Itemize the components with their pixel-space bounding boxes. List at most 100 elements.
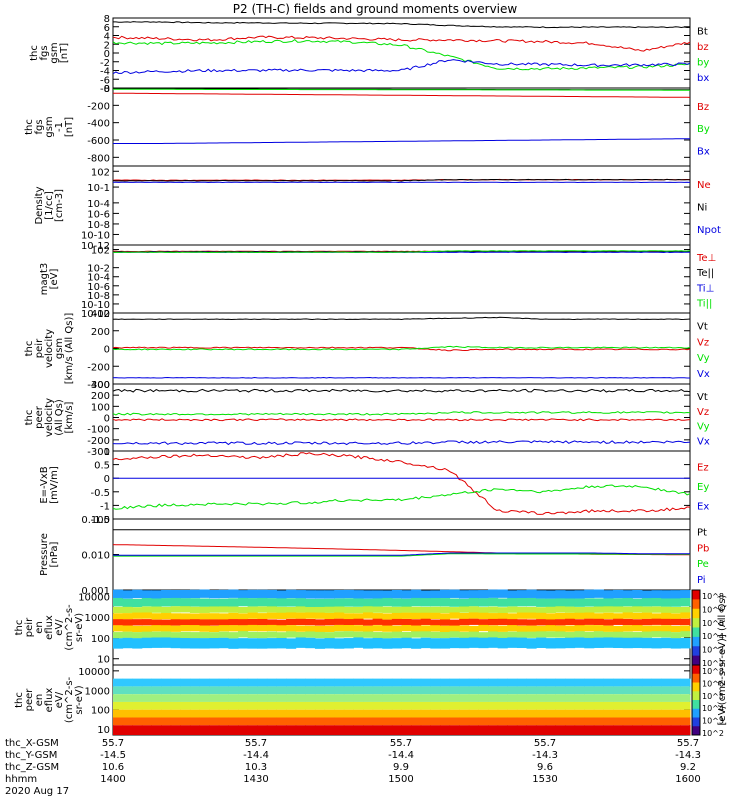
colorbar-label: 10^5 <box>702 692 724 701</box>
y-label-density-0: Density <box>34 186 45 224</box>
spectrogram-cell <box>459 694 470 702</box>
spectrogram-cell <box>122 619 133 626</box>
spectrogram-cell <box>151 598 162 607</box>
y-tick-label: 10-12 <box>81 309 110 320</box>
y-tick-label: 1000 <box>85 613 110 624</box>
spectrogram-cell <box>372 613 383 620</box>
spectrogram-cell <box>363 612 374 619</box>
x-row-label-1: thc_Y-GSM <box>5 750 57 761</box>
spectrogram-cell <box>199 717 210 726</box>
spectrogram-cell <box>238 619 249 626</box>
y-label-peir-en-eflux-6: sr-eV) <box>74 613 85 642</box>
spectrogram-cell <box>449 678 460 687</box>
legend-fgs-Bt: Bt <box>697 26 708 37</box>
spectrogram-cell <box>680 686 691 695</box>
spectrogram-cell <box>670 606 681 614</box>
series-line-fgs-gsm-1-By <box>113 88 691 91</box>
spectrogram-cell <box>189 638 201 649</box>
spectrogram-cell <box>555 612 566 620</box>
spectrogram-cell <box>613 625 624 633</box>
spectrogram-cell <box>122 701 133 710</box>
colorbar-segment <box>692 717 700 727</box>
y-tick-label: 0.001 <box>81 586 110 597</box>
spectrogram-cell <box>526 612 537 619</box>
spectrogram-cell <box>545 686 556 695</box>
spectrogram-cell <box>420 678 431 687</box>
spectrogram-cell <box>161 589 172 599</box>
spectrogram-cell <box>334 717 345 726</box>
spectrogram-cell <box>478 717 489 726</box>
spectrogram-cell <box>488 694 499 702</box>
spectrogram-cell <box>488 678 499 687</box>
spectrogram-cell <box>113 725 124 735</box>
spectrogram-cell <box>641 625 653 632</box>
spectrogram-cell <box>584 637 595 649</box>
spectrogram-cell <box>574 631 585 638</box>
spectrogram-cell <box>122 598 133 608</box>
spectrogram-cell <box>113 619 124 626</box>
spectrogram-cell <box>488 631 499 638</box>
spectrogram-cell <box>324 590 335 599</box>
spectrogram-cell <box>238 590 249 599</box>
spectrogram-cell <box>161 606 172 614</box>
spectrogram-cell <box>218 717 229 726</box>
y-tick-label: 10-1 <box>87 183 110 194</box>
spectrogram-cell <box>228 686 239 695</box>
spectrogram-cell <box>449 637 460 649</box>
spectrogram-cell <box>526 709 537 718</box>
spectrogram-cell <box>468 709 479 718</box>
spectrogram-cell <box>680 717 691 726</box>
spectrogram-cell <box>593 717 604 726</box>
spectrogram-cell <box>228 709 239 718</box>
spectrogram-cell <box>170 686 181 695</box>
y-label-fgs-0: thc <box>29 45 40 61</box>
series-line-peer-velocity-Vy <box>112 411 691 416</box>
spectrogram-cell <box>401 631 412 639</box>
spectrogram-cell <box>574 598 585 607</box>
spectrogram-cell <box>661 618 672 626</box>
spectrogram-cell <box>555 619 566 626</box>
y-tick-label: 400 <box>91 309 110 320</box>
spectrogram-cell <box>391 625 402 632</box>
spectrogram-cell <box>391 638 402 649</box>
y-label-fgs-2: gsm <box>49 42 60 63</box>
spectrogram-cell <box>382 590 393 599</box>
spectrogram-cell <box>661 678 672 687</box>
spectrogram-cell <box>305 631 316 638</box>
spectrogram-cell <box>420 618 431 625</box>
spectrogram-cell <box>305 686 316 695</box>
spectrogram-cell <box>593 694 604 702</box>
spectrogram-cell <box>170 613 181 620</box>
spectrogram-cell <box>353 709 364 718</box>
spectrogram-cell <box>449 598 460 607</box>
spectrogram-cell <box>574 709 585 718</box>
spectrogram-cell <box>228 632 239 639</box>
spectrogram-cell <box>516 590 528 599</box>
spectrogram-cell <box>113 632 124 639</box>
spectrogram-cell <box>382 606 393 613</box>
spectrogram-cell <box>651 701 662 710</box>
spectrogram-cell <box>189 598 201 607</box>
spectrogram-cell <box>324 694 335 702</box>
spectrogram-cell <box>141 619 152 626</box>
spectrogram-cell <box>411 717 422 726</box>
spectrogram-cell <box>545 631 556 638</box>
legend-pressure-Pb: Pb <box>697 543 709 554</box>
series-line-magt3-Ti|| <box>112 250 691 254</box>
spectrogram-cell <box>641 709 653 718</box>
spectrogram-cell <box>468 637 479 648</box>
x-value: -14.5 <box>100 750 126 761</box>
legend-fgs-bx: bx <box>697 73 709 84</box>
spectrogram-cell <box>478 686 489 695</box>
colorbar-frame <box>691 664 701 736</box>
y-tick-label: -100 <box>87 425 110 436</box>
x-value: 55.7 <box>390 738 412 749</box>
spectrogram-cell <box>516 725 528 735</box>
spectrogram-cell <box>209 694 220 702</box>
spectrogram-cell <box>593 709 604 718</box>
spectrogram-cell <box>122 694 133 702</box>
spectrogram-cell <box>391 717 402 726</box>
spectrogram-cell <box>363 631 374 638</box>
spectrogram-cell <box>574 694 585 702</box>
spectrogram-cell <box>420 725 431 735</box>
